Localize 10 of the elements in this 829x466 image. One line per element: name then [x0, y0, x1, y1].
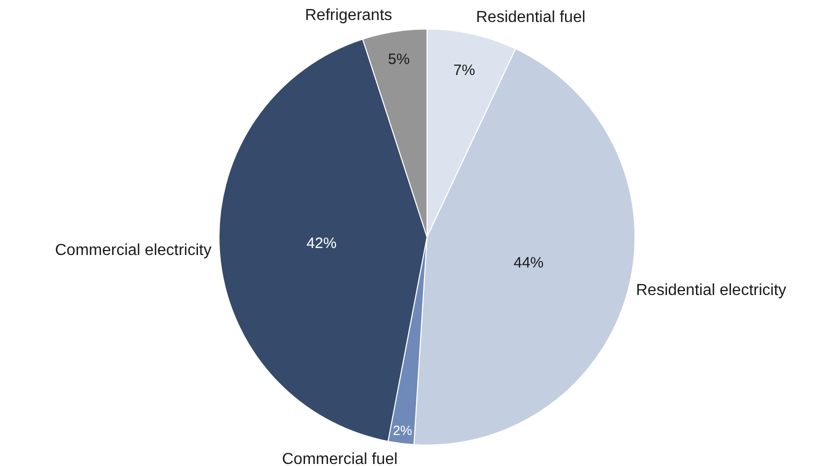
slice-label: Commercial electricity	[55, 242, 212, 259]
data-label: 44%	[514, 254, 544, 272]
data-label: 5%	[388, 50, 410, 68]
slice-label: Refrigerants	[305, 7, 392, 24]
slice-label: Commercial fuel	[282, 451, 398, 466]
data-label: 2%	[392, 423, 412, 438]
slice-label: Residential fuel	[476, 9, 586, 26]
data-label: 7%	[453, 62, 476, 79]
slice-label: Residential electricity	[636, 282, 786, 299]
data-label: 42%	[306, 235, 337, 252]
